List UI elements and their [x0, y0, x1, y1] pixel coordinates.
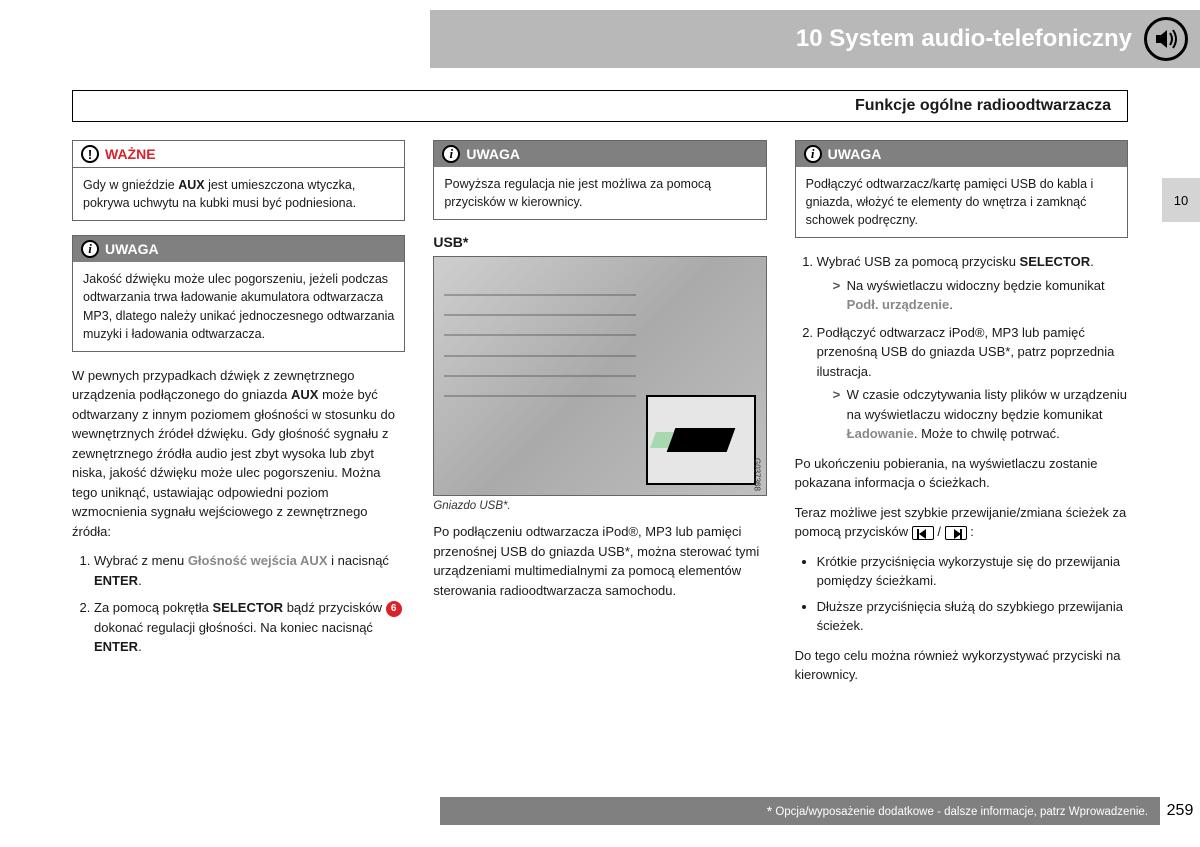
paragraph: Po ukończeniu pobierania, na wyświetlacz…	[795, 454, 1128, 493]
text: /	[937, 524, 944, 539]
text: Za pomocą pokrętła	[94, 600, 213, 615]
note-box-1: UWAGA Jakość dźwięku może ulec pogorszen…	[72, 235, 405, 352]
note-header: UWAGA	[434, 141, 765, 167]
note-box-2: UWAGA Powyższa regulacja nie jest możliw…	[433, 140, 766, 220]
text: .	[1090, 254, 1094, 269]
info-icon	[81, 240, 99, 258]
paragraph: Po podłączeniu odtwarzacza iPod®, MP3 lu…	[433, 522, 766, 600]
result-item: W czasie odczytywania listy plików w urz…	[833, 385, 1128, 444]
step-2: Podłączyć odtwarzacz iPod®, MP3 lub pami…	[817, 323, 1128, 444]
usb-illustration: G037368	[433, 256, 766, 496]
display-message: Podł. urządzenie	[847, 297, 950, 312]
text: .	[949, 297, 953, 312]
callout-number: 6	[386, 601, 402, 617]
step-1: Wybrać USB za pomocą przycisku SELECTOR.…	[817, 252, 1128, 315]
exclamation-icon	[81, 145, 99, 163]
paragraph: Do tego celu można również wykorzystywać…	[795, 646, 1128, 685]
footnote-text: Opcja/wyposażenie dodatkowe - dalsze inf…	[775, 806, 1148, 818]
text-bold: AUX	[291, 387, 318, 402]
text: może być odtwarzany z innym poziomem gło…	[72, 387, 395, 539]
menu-option: Głośność wejścia AUX	[188, 553, 328, 568]
content-columns: WAŻNE Gdy w gnieździe AUX jest umieszczo…	[72, 140, 1128, 695]
column-3: UWAGA Podłączyć odtwarzacz/kartę pamięci…	[795, 140, 1128, 695]
note-header: UWAGA	[73, 236, 404, 262]
paragraph: W pewnych przypadkach dźwięk z zewnętrzn…	[72, 366, 405, 542]
note-header: UWAGA	[796, 141, 1127, 167]
side-tab-number: 10	[1174, 193, 1188, 208]
important-label: WAŻNE	[105, 146, 156, 162]
side-tab: 10	[1162, 178, 1200, 222]
text: :	[970, 524, 974, 539]
sublist: W czasie odczytywania listy plików w urz…	[817, 385, 1128, 444]
chapter-title: 10 System audio-telefoniczny	[796, 25, 1132, 53]
footer-band: * Opcja/wyposażenie dodatkowe - dalsze i…	[440, 797, 1160, 825]
text: W czasie odczytywania listy plików w urz…	[847, 387, 1127, 422]
text: .	[138, 573, 142, 588]
result-item: Na wyświetlaczu widoczny będzie komunika…	[833, 276, 1128, 315]
important-header: WAŻNE	[73, 141, 404, 168]
subheader-bar: Funkcje ogólne radioodtwarzacza	[72, 90, 1128, 122]
note-label: UWAGA	[105, 241, 159, 257]
bullet-item: Dłuższe przyciśnięcia służą do szybkiego…	[817, 597, 1128, 636]
text: i nacisnąć	[328, 553, 389, 568]
page-number: 259	[1160, 797, 1200, 825]
button-ref: SELECTOR	[1020, 254, 1091, 269]
button-ref: SELECTOR	[213, 600, 284, 615]
dashboard-lines	[444, 277, 635, 445]
steps-list: Wybrać z menu Głośność wejścia AUX i nac…	[72, 551, 405, 657]
text: bądź przycisków	[283, 600, 386, 615]
bullet-list: Krótkie przyciśnięcia wykorzystuje się d…	[795, 552, 1128, 636]
note-box-3: UWAGA Podłączyć odtwarzacz/kartę pamięci…	[795, 140, 1128, 238]
usb-inset	[646, 395, 756, 485]
subheader-text: Funkcje ogólne radioodtwarzacza	[855, 97, 1111, 115]
column-1: WAŻNE Gdy w gnieździe AUX jest umieszczo…	[72, 140, 405, 695]
text: Wybrać USB za pomocą przycisku	[817, 254, 1020, 269]
bullet-item: Krótkie przyciśnięcia wykorzystuje się d…	[817, 552, 1128, 591]
text: Wybrać z menu	[94, 553, 188, 568]
button-ref: ENTER	[94, 573, 138, 588]
usb-plug-icon	[666, 428, 735, 452]
text: Na wyświetlaczu widoczny będzie komunika…	[847, 278, 1105, 293]
footnote: * Opcja/wyposażenie dodatkowe - dalsze i…	[767, 803, 1148, 819]
info-icon	[804, 145, 822, 163]
text: Podłączyć odtwarzacz iPod®, MP3 lub pami…	[817, 325, 1115, 379]
paragraph-with-icons: Teraz możliwe jest szybkie przewijanie/z…	[795, 503, 1128, 542]
steps-list: Wybrać USB za pomocą przycisku SELECTOR.…	[795, 252, 1128, 444]
note-label: UWAGA	[466, 146, 520, 162]
note-body: Powyższa regulacja nie jest możliwa za p…	[434, 167, 765, 219]
text: . Może to chwilę potrwać.	[914, 426, 1060, 441]
skip-forward-icon	[945, 526, 967, 540]
text: Gdy w gnieździe	[83, 178, 178, 192]
text-bold: AUX	[178, 178, 204, 192]
text: .	[138, 639, 142, 654]
image-code: G037368	[753, 458, 762, 491]
note-body: Podłączyć odtwarzacz/kartę pamięci USB d…	[796, 167, 1127, 237]
step-2: Za pomocą pokrętła SELECTOR bądź przycis…	[94, 598, 405, 657]
step-1: Wybrać z menu Głośność wejścia AUX i nac…	[94, 551, 405, 590]
usb-heading: USB*	[433, 234, 766, 250]
note-label: UWAGA	[828, 146, 882, 162]
display-message: Ładowanie	[847, 426, 914, 441]
sublist: Na wyświetlaczu widoczny będzie komunika…	[817, 276, 1128, 315]
note-body: Jakość dźwięku może ulec pogorszeniu, je…	[73, 262, 404, 351]
chapter-number: 10	[796, 25, 823, 52]
speaker-icon	[1144, 17, 1188, 61]
button-ref: ENTER	[94, 639, 138, 654]
chapter-header: 10 System audio-telefoniczny	[430, 10, 1200, 68]
important-body: Gdy w gnieździe AUX jest umieszczona wty…	[73, 168, 404, 220]
chapter-title-text: System audio-telefoniczny	[829, 25, 1132, 52]
important-box: WAŻNE Gdy w gnieździe AUX jest umieszczo…	[72, 140, 405, 221]
image-caption: Gniazdo USB*.	[433, 500, 766, 512]
column-2: UWAGA Powyższa regulacja nie jest możliw…	[433, 140, 766, 695]
info-icon	[442, 145, 460, 163]
text: dokonać regulacji głośności. Na koniec n…	[94, 620, 373, 635]
skip-back-icon	[912, 526, 934, 540]
